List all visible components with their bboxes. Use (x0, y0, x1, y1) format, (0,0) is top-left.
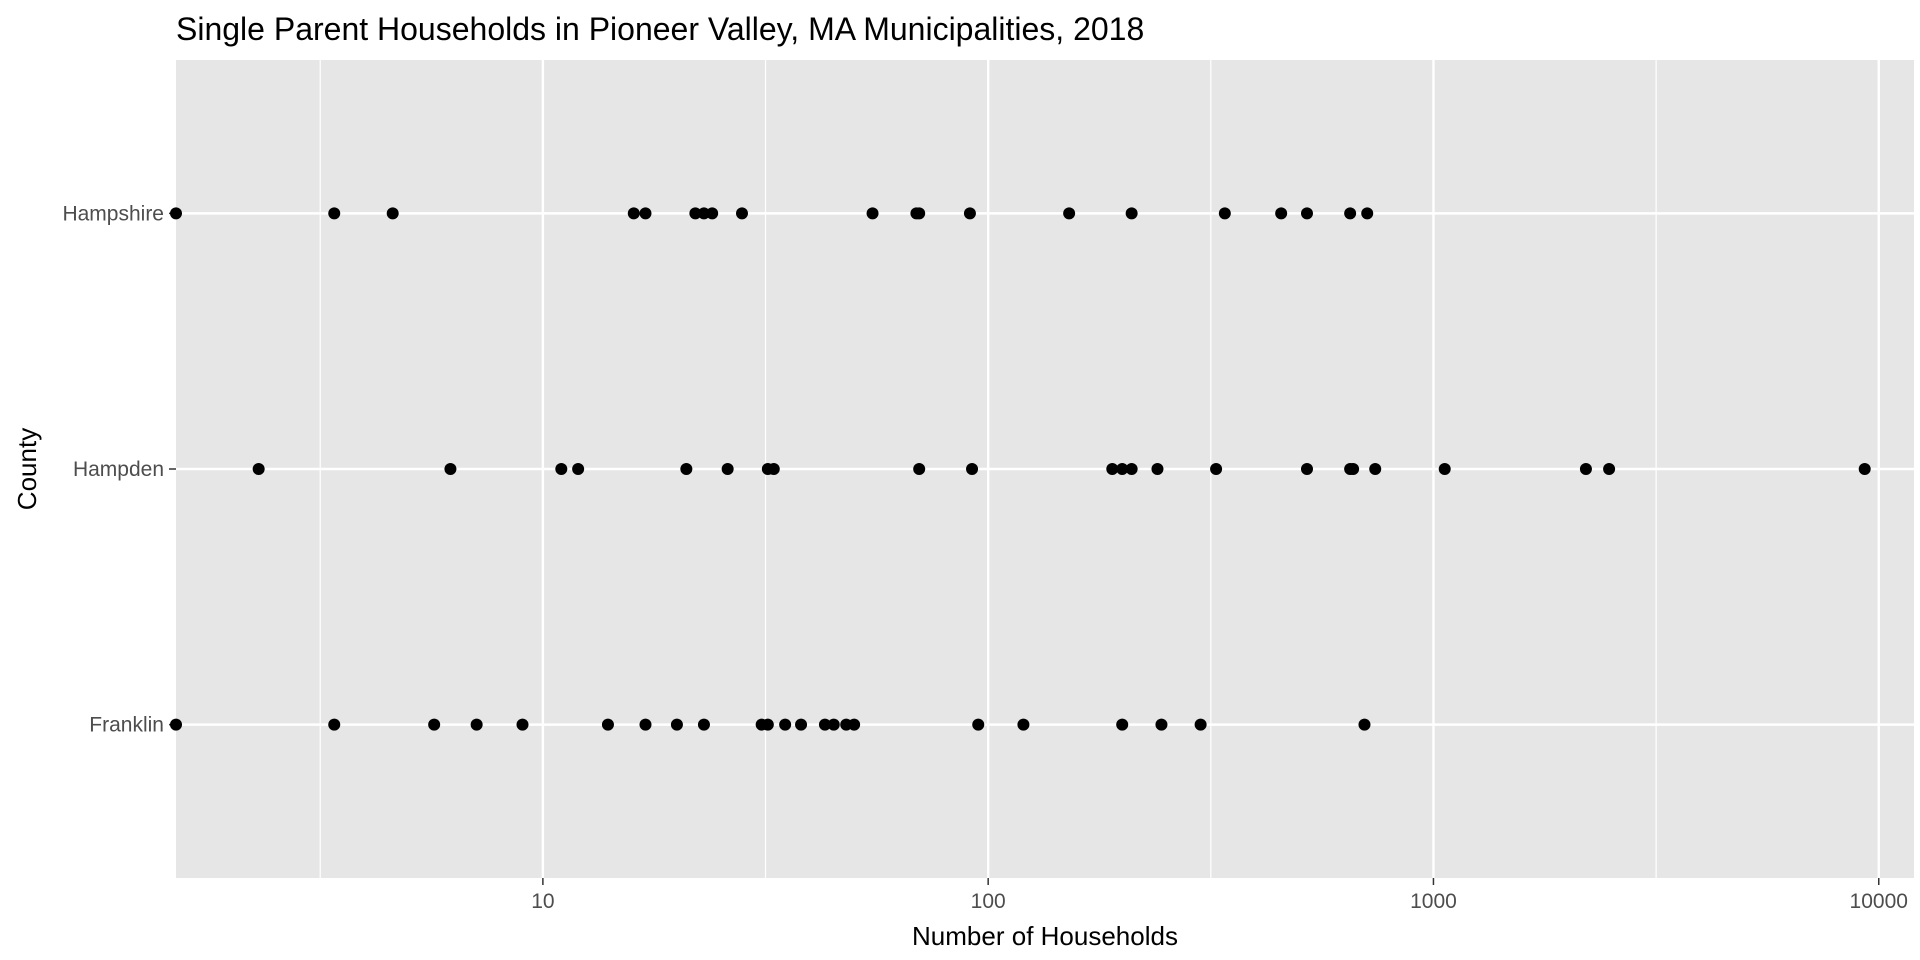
data-point (848, 718, 861, 731)
data-point (1369, 463, 1382, 475)
data-point (1210, 463, 1223, 475)
data-point (1347, 463, 1360, 475)
data-point (1579, 463, 1592, 475)
points-layer (170, 207, 1871, 731)
data-point (627, 207, 640, 220)
data-point (1063, 207, 1076, 220)
data-point (1106, 463, 1119, 475)
data-point (1858, 463, 1871, 475)
data-point (1358, 718, 1371, 731)
x-tick-label: 1000 (1410, 890, 1457, 913)
x-axis-title: Number of Households (912, 921, 1178, 951)
data-point (639, 207, 652, 220)
data-point (963, 207, 976, 220)
data-point (1194, 718, 1207, 731)
data-point (721, 463, 734, 475)
data-point (680, 463, 693, 475)
data-point (252, 463, 265, 475)
data-point (1125, 207, 1138, 220)
x-tick-label: 10000 (1850, 890, 1908, 913)
data-point (1017, 718, 1030, 731)
data-point (1218, 207, 1231, 220)
data-point (444, 463, 457, 475)
data-point (516, 718, 529, 731)
data-point (1155, 718, 1168, 731)
data-point (795, 718, 808, 731)
x-tick-label: 10 (531, 890, 554, 913)
data-point (1300, 463, 1313, 475)
data-point (639, 718, 652, 731)
data-point (470, 718, 483, 731)
data-point (1151, 463, 1164, 475)
data-point (328, 207, 341, 220)
y-tick-label: Hampshire (62, 202, 164, 225)
data-point (818, 718, 831, 731)
data-point (1438, 463, 1451, 475)
data-point (706, 207, 719, 220)
data-point (697, 207, 710, 220)
chart-title: Single Parent Households in Pioneer Vall… (176, 11, 1144, 47)
x-tick-label: 100 (971, 890, 1006, 913)
data-point (1116, 718, 1129, 731)
y-axis-title: County (12, 428, 42, 510)
data-point (428, 718, 441, 731)
data-point (913, 463, 926, 475)
data-point (1603, 463, 1616, 475)
data-point (735, 207, 748, 220)
data-point (966, 463, 979, 475)
data-point (779, 718, 792, 731)
axis-layer: 10 100 1000 10000 Franklin Hampden Hampshire (62, 202, 1907, 913)
data-point (328, 718, 341, 731)
data-point (1300, 207, 1313, 220)
y-tick-label: Hampden (73, 458, 164, 481)
data-point (1275, 207, 1288, 220)
data-point (1361, 207, 1374, 220)
data-point (170, 207, 182, 220)
data-point (972, 718, 985, 731)
data-point (767, 463, 780, 475)
data-point (1125, 463, 1138, 475)
data-point (913, 207, 926, 220)
data-point (670, 718, 683, 731)
data-point (555, 463, 568, 475)
data-point (866, 207, 879, 220)
grid-layer (176, 60, 1914, 878)
data-point (1116, 463, 1129, 475)
data-point (170, 718, 182, 731)
y-tick-label: Franklin (89, 714, 164, 737)
data-point (827, 718, 840, 731)
data-point (1344, 207, 1357, 220)
data-point (761, 718, 774, 731)
data-point (572, 463, 585, 475)
data-point (689, 207, 702, 220)
data-point (386, 207, 399, 220)
data-point (697, 718, 710, 731)
data-point (601, 718, 614, 731)
